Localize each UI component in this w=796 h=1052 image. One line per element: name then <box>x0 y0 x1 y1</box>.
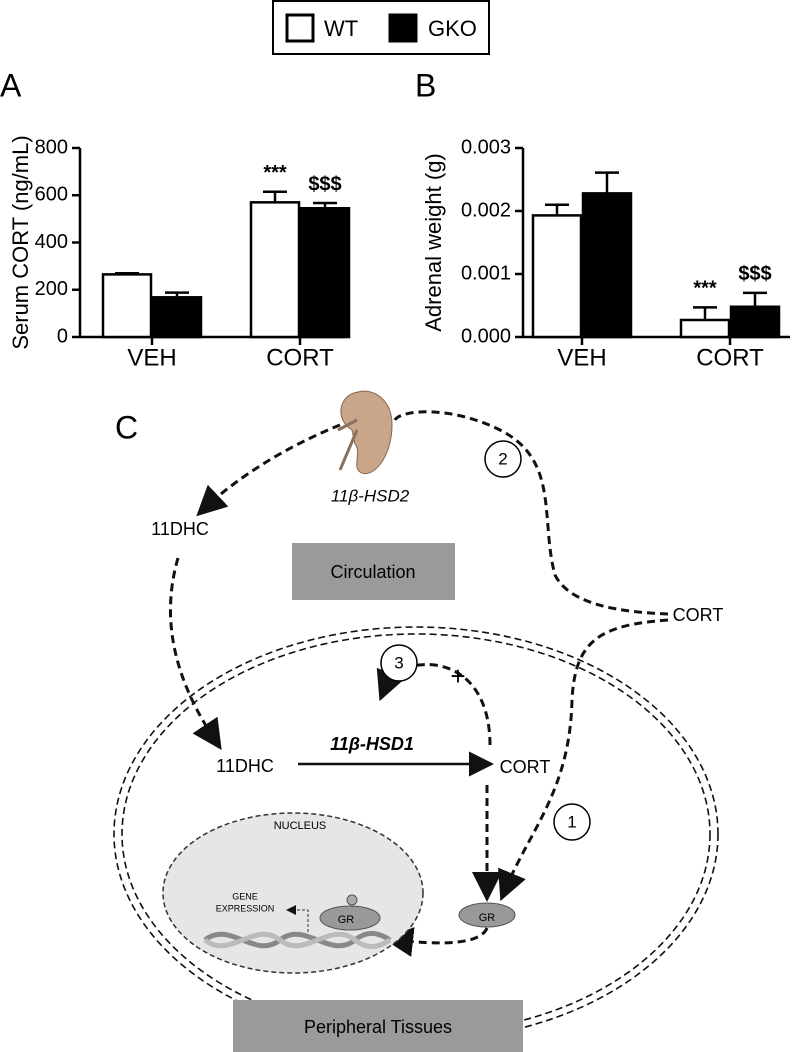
metabolite-label: 11DHC <box>216 756 274 776</box>
ligand <box>346 894 358 906</box>
legend-swatch <box>285 13 315 43</box>
y-tick-label: 0.001 <box>461 262 511 284</box>
metabolite-label: CORT <box>673 605 724 625</box>
y-tick-label: 800 <box>35 136 68 158</box>
y-tick-label: 200 <box>35 278 68 300</box>
legend-label: WT <box>324 16 358 41</box>
kidney-icon <box>337 390 393 475</box>
metabolite-label: CORT <box>500 757 551 777</box>
pathway <box>196 423 341 517</box>
diagram: C 11β-HSD2 2 11DHC Circulation CORT 3 + … <box>113 390 724 1052</box>
x-tick-label: VEH <box>127 344 176 371</box>
significance-label: *** <box>693 278 717 300</box>
receptor <box>319 905 381 931</box>
bar <box>151 296 203 339</box>
bar <box>581 192 633 339</box>
receptor-label: GR <box>338 914 355 926</box>
pathway <box>168 557 222 750</box>
receptor-label: GR <box>479 912 496 924</box>
charts: A Serum CORT (ng/mL) 0 200 400 600 800 VEH CORT *… <box>0 67 790 371</box>
y-tick-label: 0.000 <box>461 325 511 347</box>
compartment-label: Peripheral Tissues <box>304 1017 452 1037</box>
dna <box>203 930 392 950</box>
nucleus <box>162 812 424 974</box>
bar <box>729 305 781 339</box>
bar <box>679 318 731 339</box>
panel-label: A <box>0 67 22 103</box>
step-circle <box>380 644 418 682</box>
significance-label: *** <box>263 162 287 184</box>
enzyme-label: 11β-HSD1 <box>330 734 414 754</box>
step-label: 3 <box>394 653 403 672</box>
y-tick-label: 0.002 <box>461 199 511 221</box>
step-label: 1 <box>567 812 576 831</box>
legend: WT GKO <box>272 0 490 55</box>
y-tick-label: 400 <box>35 231 68 253</box>
pathway <box>376 663 492 746</box>
panel-label: B <box>415 67 436 103</box>
gene-label: EXPRESSION <box>216 903 275 913</box>
receptor <box>458 902 516 928</box>
cell-membrane <box>113 626 719 1042</box>
y-axis-title: Adrenal weight (g) <box>421 153 446 332</box>
significance-label: $$$ <box>738 263 771 285</box>
panel-label: C <box>115 409 138 445</box>
metabolite-label: 11DHC <box>151 519 209 539</box>
significance-label: $$$ <box>308 173 341 195</box>
y-tick-label: 0.003 <box>461 136 511 158</box>
pathway <box>383 927 489 957</box>
step-circle <box>553 803 591 841</box>
bar <box>249 201 301 339</box>
plus-sign: + <box>450 661 465 691</box>
y-axis-title: Serum CORT (ng/mL) <box>8 135 33 349</box>
expression-arrow <box>286 905 309 932</box>
tissues-box <box>233 1000 523 1052</box>
x-tick-label: VEH <box>557 344 606 371</box>
legend-label: GKO <box>428 16 477 41</box>
pathway <box>393 410 669 616</box>
x-tick-label: CORT <box>696 344 764 371</box>
legend-swatch <box>388 13 418 43</box>
enzyme-label: 11β-HSD2 <box>331 486 410 505</box>
circulation-box <box>292 543 455 600</box>
y-tick-label: 600 <box>35 184 68 206</box>
nucleus-label: NUCLEUS <box>274 820 327 832</box>
x-tick-label: CORT <box>266 344 334 371</box>
gene-label: GENE <box>232 891 258 901</box>
bar <box>101 273 153 339</box>
y-tick-label: 0 <box>57 325 68 347</box>
bar <box>299 206 351 339</box>
compartment-label: Circulation <box>330 562 415 582</box>
bar <box>531 214 583 339</box>
step-circle <box>484 440 522 478</box>
pathway <box>498 618 669 902</box>
step-label: 2 <box>498 449 507 468</box>
